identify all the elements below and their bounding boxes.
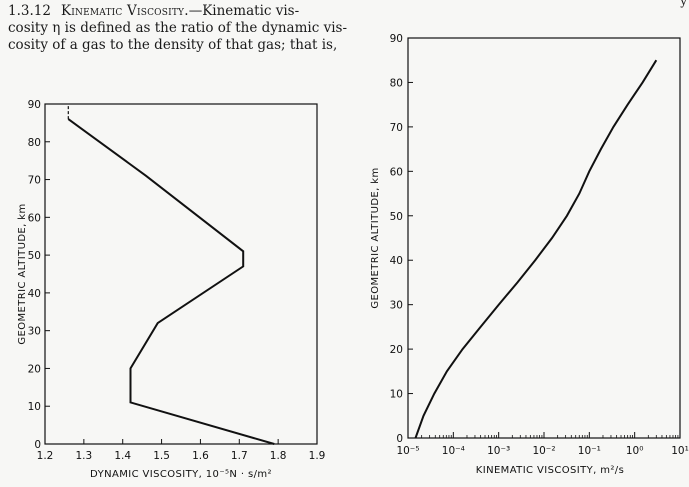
x-tick-label: 1.7: [231, 450, 248, 462]
y-tick-label: 80: [28, 137, 41, 149]
paragraph-line-3: cosity of a gas to the density of that g…: [8, 37, 338, 53]
paragraph: 1.3.12 Kinematic Viscosity.—Kinematic vis…: [8, 3, 348, 54]
y-tick-label: 50: [28, 250, 41, 262]
y-tick-label: 90: [28, 99, 41, 111]
x-tick-label: 1.5: [153, 450, 170, 462]
y-tick-label: 40: [28, 288, 41, 300]
y-tick-label: 0: [34, 439, 41, 451]
x-tick-label: 1.3: [76, 450, 93, 462]
x-axis-label: DYNAMIC VISCOSITY, 10⁻⁵N · s/m²: [90, 469, 272, 480]
x-tick-label: 1.8: [270, 450, 287, 462]
y-tick-label: 70: [28, 175, 41, 187]
corner-mark: y: [680, 0, 687, 8]
x-tick-label: 1.9: [309, 450, 326, 462]
x-tick-label: 1.6: [192, 450, 209, 462]
plot-frame: [44, 103, 318, 445]
paragraph-line-1-rest: —Kinematic vis-: [188, 3, 300, 19]
paragraph-line-2: cosity η is defined as the ratio of the …: [8, 20, 348, 36]
y-tick-label: 30: [28, 326, 41, 338]
y-tick-label: 60: [28, 212, 41, 224]
paragraph-line-1: 1.3.12 Kinematic Viscosity.—Kinematic vis…: [8, 3, 338, 20]
section-title: Kinematic Viscosity.: [60, 3, 189, 19]
y-tick-label: 10: [28, 401, 41, 413]
x-tick-label: 1.2: [37, 450, 54, 462]
section-number: 1.3.12: [8, 3, 51, 19]
y-axis-label: GEOMETRIC ALTITUDE, km: [17, 203, 28, 344]
x-tick-label: 1.4: [114, 450, 131, 462]
y-tick-label: 20: [28, 363, 41, 375]
data-line: [67, 118, 275, 445]
